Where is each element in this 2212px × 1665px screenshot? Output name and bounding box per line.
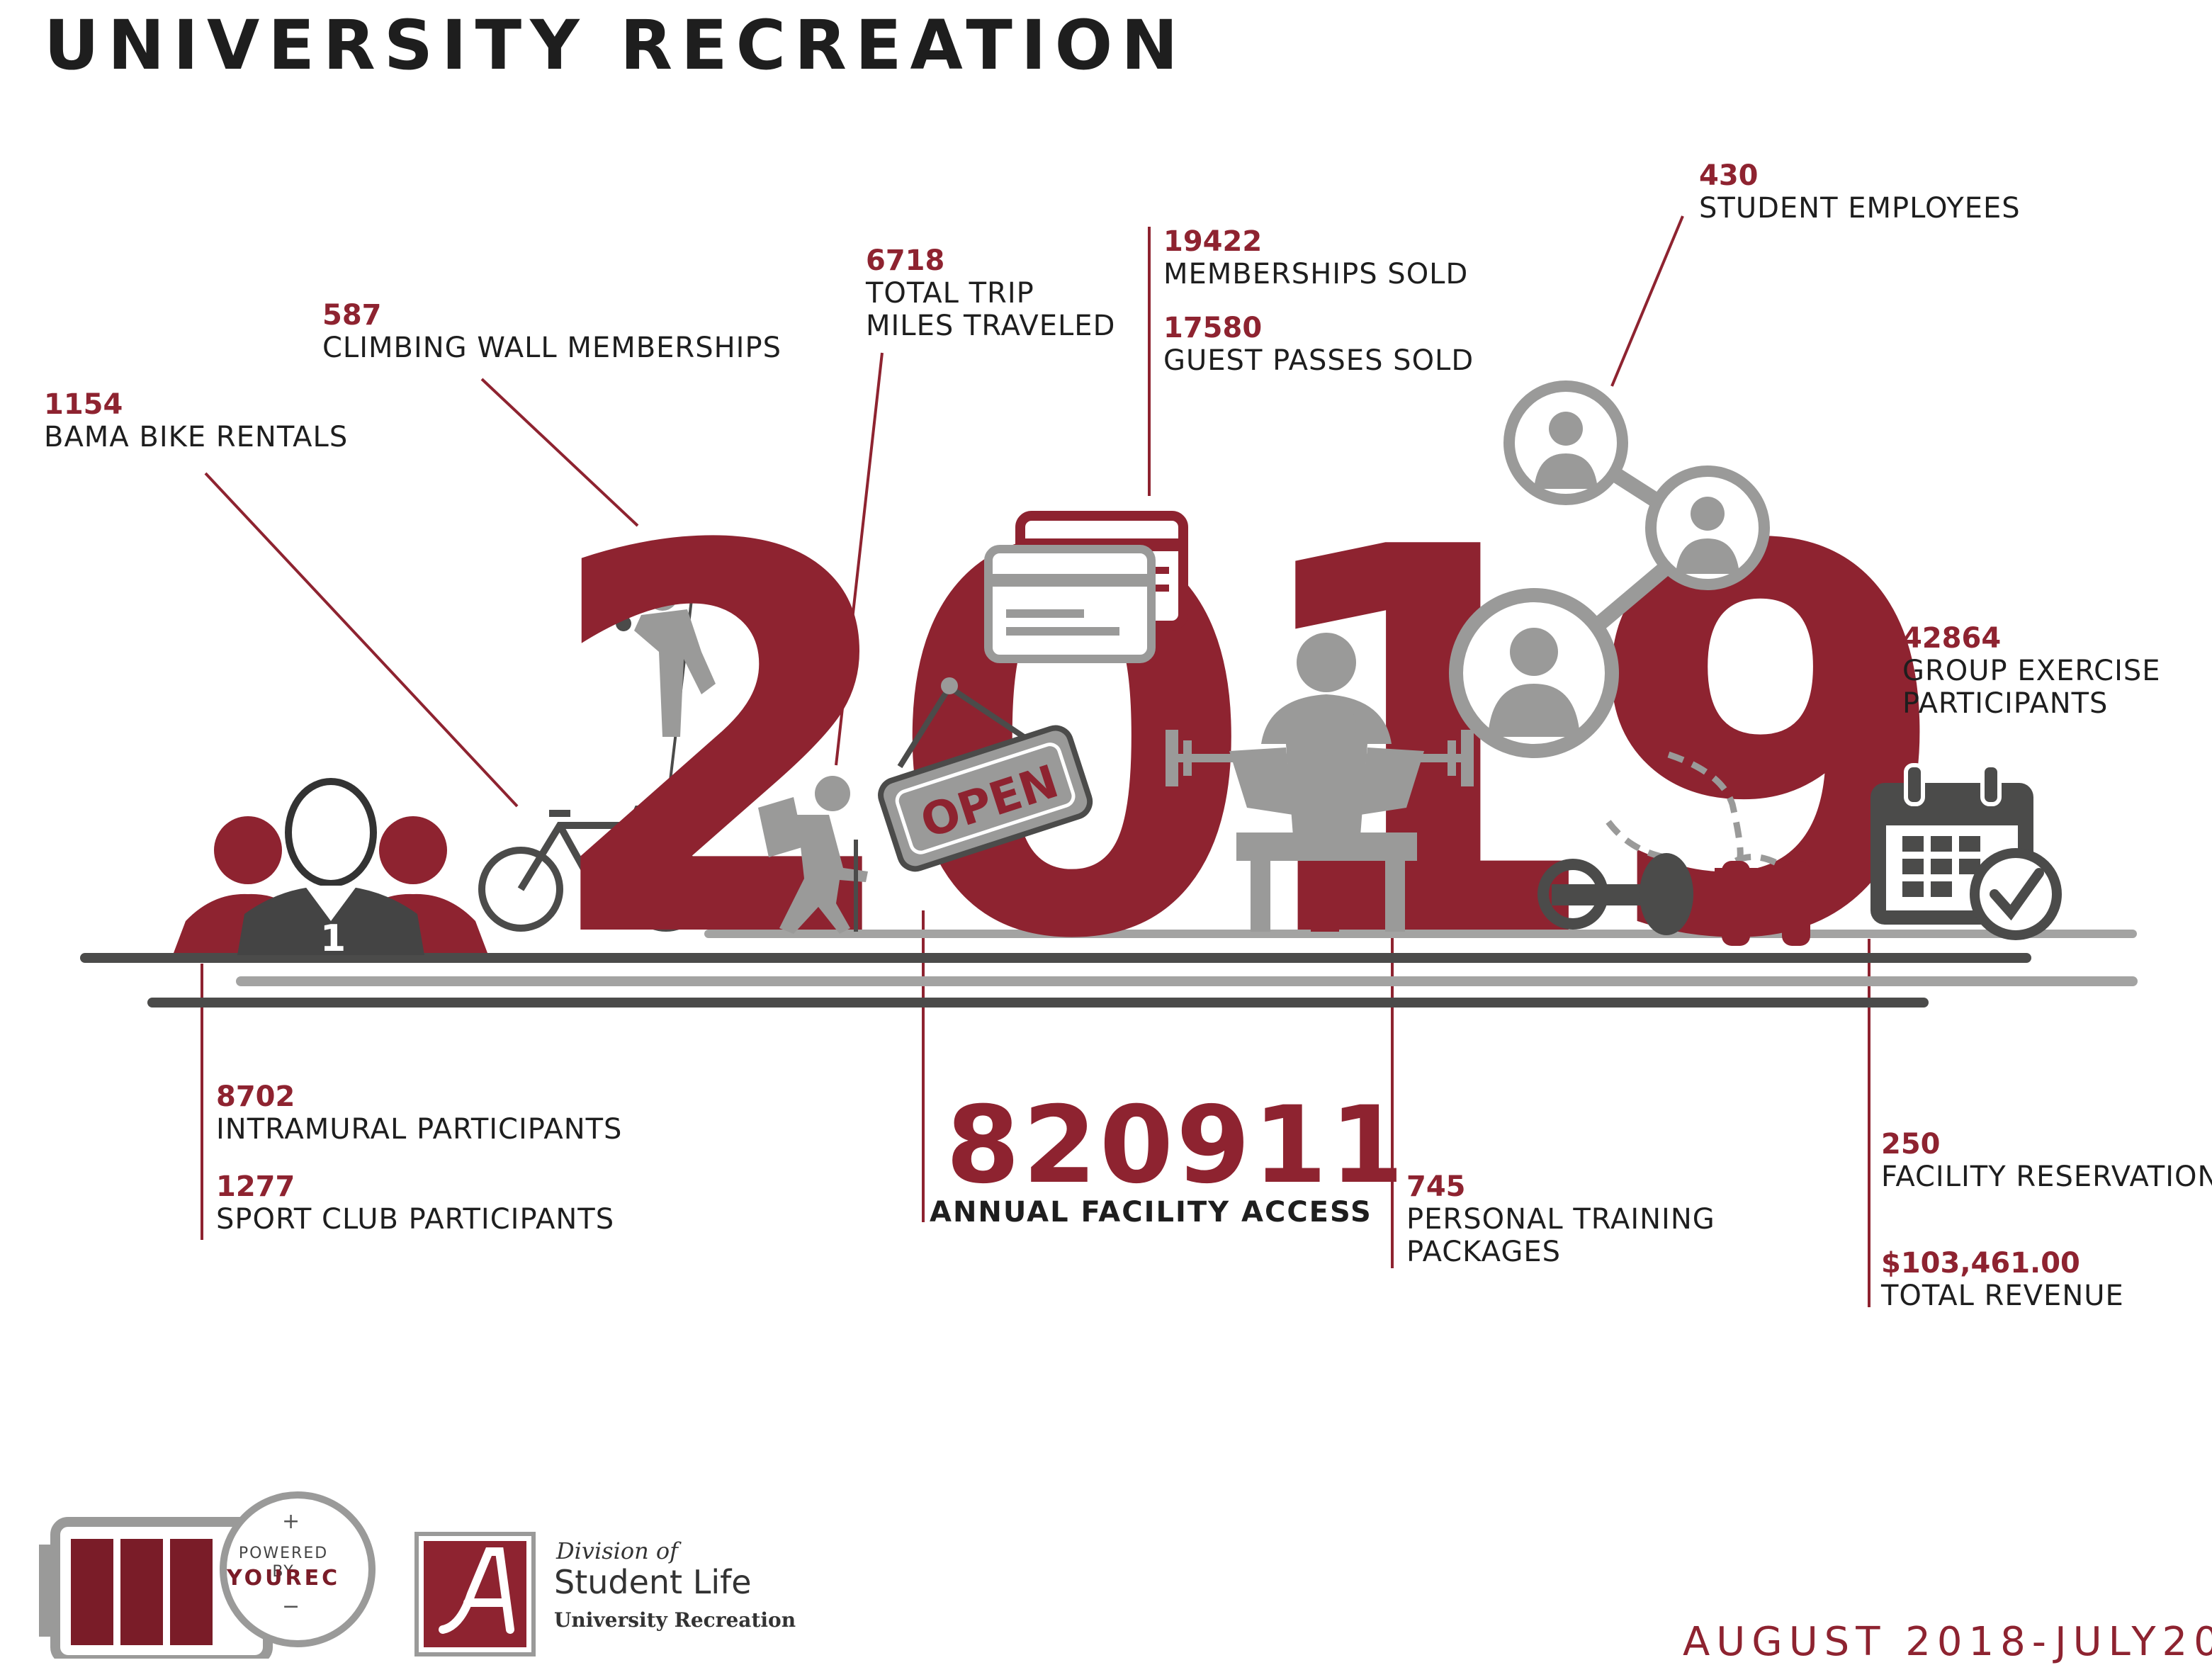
- memberships-label: MEMBERSHIPS SOLD: [1163, 258, 1469, 290]
- sport-club-stat: 1277 SPORT CLUB PARTICIPANTS: [216, 1170, 614, 1236]
- facility-access-label: ANNUAL FACILITY ACCESS: [930, 1196, 1372, 1229]
- intramural-label: INTRAMURAL PARTICIPANTS: [216, 1113, 623, 1146]
- personal-training-label-line1: PERSONAL TRAINING: [1406, 1203, 1715, 1236]
- climbing-label: CLIMBING WALL MEMBERSHIPS: [322, 332, 781, 364]
- personal-training-label-line2: PACKAGES: [1406, 1236, 1561, 1268]
- exercise-equipment-icon: [1537, 751, 1817, 946]
- weightlifter-icon: [1166, 633, 1474, 932]
- team-badge-number: 1: [320, 918, 346, 960]
- trip-label-line2: MILES TRAVELED: [866, 310, 1116, 342]
- revenue-stat: $103,461.00 TOTAL REVENUE: [1881, 1247, 2124, 1312]
- membership-card-icon: [984, 511, 1188, 663]
- employees-connector: [1610, 215, 1684, 387]
- memberships-number: 19422: [1163, 225, 1263, 258]
- group-exercise-number: 42864: [1902, 622, 2002, 655]
- ground-lines: [80, 930, 2138, 1008]
- memberships-stat: 19422 MEMBERSHIPS SOLD: [1163, 225, 1468, 290]
- group-connector: [1809, 713, 1866, 840]
- trip-connector: [835, 352, 884, 766]
- alabama-logo: [414, 1532, 536, 1656]
- trip-label-line1: TOTAL TRIP: [866, 277, 1034, 310]
- trip-number: 6718: [866, 244, 945, 277]
- student-life-text: Student Life: [554, 1563, 752, 1601]
- team-icon: 1: [174, 778, 487, 960]
- calendar-icon: [1870, 763, 2062, 940]
- group-exercise-label-line1: GROUP EXERCISE: [1902, 655, 2161, 687]
- date-range: AUGUST 2018-JULY2019: [1683, 1619, 2212, 1665]
- bicycle-icon: [478, 806, 709, 932]
- trip-stat: 6718 TOTAL TRIP MILES TRAVELED: [866, 244, 1115, 342]
- reservations-stat: 250 FACILITY RESERVATIONS: [1881, 1128, 2212, 1193]
- intramural-stat: 8702 INTRAMURAL PARTICIPANTS: [216, 1080, 622, 1146]
- guest-passes-label: GUEST PASSES SOLD: [1163, 344, 1474, 377]
- group-exercise-label-line2: PARTICIPANTS: [1902, 687, 2109, 720]
- employees-stat: 430 STUDENT EMPLOYEES: [1699, 159, 2021, 225]
- group-exercise-stat: 42864 GROUP EXERCISE PARTICIPANTS: [1902, 622, 2161, 720]
- battery-icon: [39, 1491, 376, 1659]
- sport-club-label: SPORT CLUB PARTICIPANTS: [216, 1203, 615, 1236]
- intramural-number: 8702: [216, 1080, 295, 1113]
- revenue-label: TOTAL REVENUE: [1881, 1280, 2124, 1312]
- climbing-connector: [480, 378, 639, 527]
- page-title: UNIVERSITY RECREATION: [44, 6, 1187, 85]
- guest-passes-number: 17580: [1163, 312, 1263, 344]
- employees-network-icon: [1449, 380, 1770, 758]
- facility-access-number: 820911: [946, 1084, 1407, 1207]
- personal-training-number: 745: [1406, 1170, 1466, 1203]
- climbing-stat: 587 CLIMBING WALL MEMBERSHIPS: [322, 299, 781, 364]
- bike-rentals-stat: 1154 BAMA BIKE RENTALS: [44, 388, 348, 453]
- hiker-icon: [758, 776, 868, 934]
- climbing-number: 587: [322, 299, 382, 332]
- division-of-text: Division of: [556, 1537, 679, 1564]
- university-recreation-text: University Recreation: [554, 1608, 796, 1632]
- revenue-number: $103,461.00: [1881, 1247, 2080, 1280]
- plus-sign: +: [282, 1509, 300, 1534]
- employees-number: 430: [1699, 159, 1759, 192]
- reservations-label: FACILITY RESERVATIONS: [1881, 1161, 2212, 1193]
- powered-by-text: POWERED BY: [238, 1545, 329, 1581]
- guest-passes-stat: 17580 GUEST PASSES SOLD: [1163, 312, 1474, 377]
- sport-club-number: 1277: [216, 1170, 295, 1203]
- employees-label: STUDENT EMPLOYEES: [1699, 192, 2021, 225]
- bike-rentals-number: 1154: [44, 388, 123, 421]
- minus-sign: −: [282, 1594, 300, 1619]
- climber-icon: [616, 545, 718, 787]
- yourec-wordmark: YOUREC: [227, 1566, 341, 1591]
- bike-connector: [204, 472, 519, 808]
- reservations-number: 250: [1881, 1128, 1941, 1161]
- bike-rentals-label: BAMA BIKE RENTALS: [44, 421, 349, 453]
- personal-training-stat: 745 PERSONAL TRAINING PACKAGES: [1406, 1170, 1715, 1268]
